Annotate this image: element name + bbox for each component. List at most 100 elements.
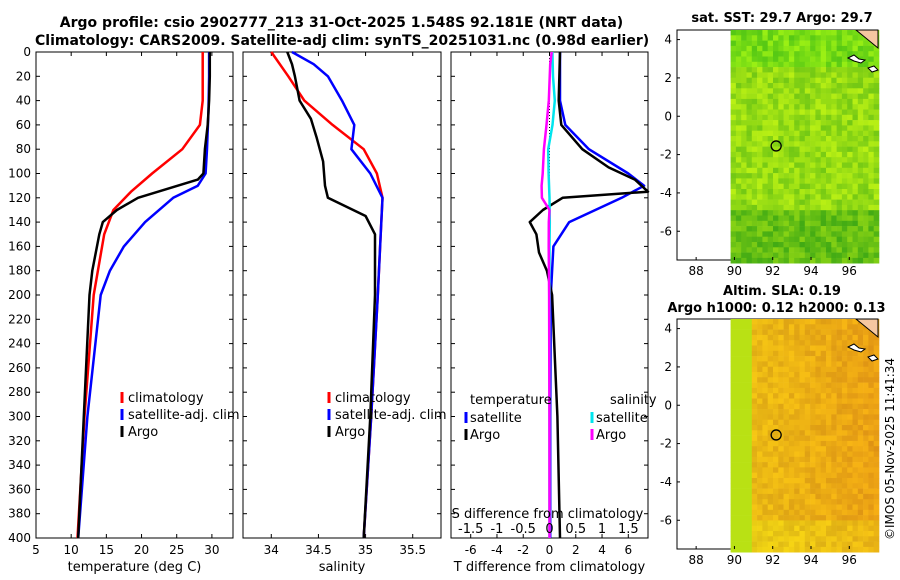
map-cell [735, 157, 742, 163]
map-cell [804, 183, 811, 190]
map-cell [831, 520, 837, 526]
map-cell [857, 387, 864, 394]
map-cell [836, 366, 843, 373]
map-cell [841, 472, 848, 479]
map-cell [847, 425, 853, 431]
map-cell [767, 456, 774, 463]
map-cell [746, 226, 753, 232]
map-cell [773, 329, 779, 336]
map-cell [767, 189, 774, 195]
map-cell [730, 125, 737, 131]
map-cell [841, 114, 848, 121]
map-cell [841, 146, 848, 153]
map-cell [826, 425, 832, 431]
map-cell [767, 536, 774, 542]
map-cell [799, 56, 806, 63]
map-cell [730, 334, 737, 341]
map-cell [841, 440, 848, 447]
map-cell [831, 483, 837, 489]
map-cell [735, 462, 742, 468]
map-cell [757, 361, 763, 367]
map-cell [810, 456, 816, 463]
map-cell [804, 56, 811, 63]
map-cell [836, 88, 843, 94]
map-cell [820, 403, 827, 410]
map-cell [873, 334, 880, 341]
map-cell [788, 372, 795, 378]
map-cell [852, 324, 859, 330]
map-cell [767, 136, 774, 142]
map-cell [873, 451, 880, 458]
map-cell [735, 319, 742, 325]
map-cell [767, 340, 774, 346]
map-cell [873, 194, 880, 200]
map-cell [794, 409, 800, 415]
map-cell [767, 499, 774, 505]
map-cell [857, 130, 864, 137]
map-cell [815, 257, 821, 264]
map-cell [751, 366, 758, 373]
map-cell [852, 146, 859, 153]
map-cell [757, 120, 763, 126]
map-cell [831, 167, 837, 174]
map-cell [836, 531, 843, 537]
map-cell [857, 446, 864, 452]
map-cell [788, 136, 795, 142]
map-cell [826, 83, 832, 89]
map-cell [815, 104, 821, 110]
map-cell [751, 204, 758, 211]
map-cell [815, 340, 821, 346]
map-cell [767, 531, 774, 537]
map-cell [804, 242, 811, 248]
map-cell [831, 361, 837, 367]
map-cell [751, 488, 758, 495]
map-cell [762, 462, 768, 468]
map-cell [767, 146, 774, 153]
map-cell [826, 67, 832, 73]
map-cell [863, 215, 869, 222]
map-cell [751, 215, 758, 222]
map-cell [741, 345, 747, 352]
map-cell [799, 419, 806, 426]
map-cell [767, 520, 774, 526]
map-cell [730, 462, 737, 468]
map-cell [826, 167, 832, 174]
map-cell [778, 456, 784, 463]
map-cell [794, 204, 800, 211]
map-cell [810, 130, 816, 137]
map-cell [847, 382, 853, 389]
map-cell [847, 340, 853, 346]
map-cell [841, 340, 848, 346]
map-cell [857, 88, 864, 94]
map-cell [735, 45, 742, 52]
map-cell [841, 136, 848, 142]
map-cell [836, 157, 843, 163]
profile-marker [770, 140, 782, 152]
y-tick-label: 280 [8, 385, 31, 399]
map-cell [810, 231, 816, 237]
map-cell [767, 231, 774, 237]
map-cell [735, 324, 742, 330]
map-cell [868, 504, 874, 511]
map-cell [799, 446, 806, 452]
map-cell [863, 467, 869, 473]
map-cell [746, 398, 753, 405]
map-cell [751, 226, 758, 232]
map-cell [762, 504, 768, 511]
map-cell [820, 189, 827, 195]
map-cell [826, 88, 832, 94]
y-tick-label: 160 [8, 239, 31, 253]
map-cell [857, 377, 864, 383]
island [867, 354, 879, 362]
map-cell [873, 499, 880, 505]
map-cell [852, 162, 859, 169]
map-cell [852, 40, 859, 47]
x-tick-label: 15 [99, 543, 114, 557]
map-cell [730, 366, 737, 373]
map-cell [873, 215, 880, 222]
map-cell [863, 531, 869, 537]
map-cell [863, 536, 869, 542]
map-cell [831, 329, 837, 336]
map-cell [815, 252, 821, 259]
map-cell [804, 509, 811, 516]
